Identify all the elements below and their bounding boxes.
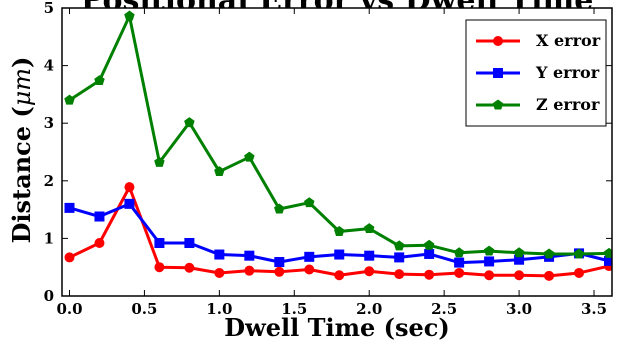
data-point-y-error xyxy=(604,255,612,266)
y-axis-label: Distance (μm) xyxy=(7,57,36,244)
legend-label: Z error xyxy=(536,95,600,114)
y-tick-label: 0 xyxy=(44,287,54,305)
data-point-z-error xyxy=(184,117,195,128)
data-point-y-error xyxy=(184,238,195,249)
data-point-x-error xyxy=(154,262,165,273)
data-point-y-error xyxy=(154,238,165,249)
data-point-z-error xyxy=(393,240,405,251)
data-point-x-error xyxy=(94,238,105,249)
data-point-z-error xyxy=(334,225,345,236)
y-tick-label: 4 xyxy=(44,57,54,75)
data-point-z-error xyxy=(513,247,525,258)
series-z-error xyxy=(64,10,612,259)
y-axis-label-unit: μm xyxy=(8,68,36,106)
data-point-z-error xyxy=(573,248,585,259)
data-point-y-error xyxy=(94,211,105,222)
data-point-z-error xyxy=(483,245,495,256)
x-tick-label: 1.5 xyxy=(281,300,307,318)
data-point-z-error xyxy=(214,166,225,177)
y-tick-label: 5 xyxy=(44,0,54,17)
legend-item-z-error: Z error xyxy=(476,95,600,114)
data-point-x-error xyxy=(394,269,405,280)
data-point-z-error xyxy=(64,94,75,105)
legend-label: X error xyxy=(536,31,601,50)
data-point-x-error xyxy=(214,267,225,278)
data-point-z-error xyxy=(154,156,165,167)
y-axis-label-close: ) xyxy=(7,57,36,68)
legend-swatch-marker xyxy=(493,68,503,78)
x-axis-label: Dwell Time (sec) xyxy=(224,313,449,342)
x-tick-label: 0.5 xyxy=(131,300,157,318)
data-point-z-error xyxy=(363,223,375,234)
x-tick-label: 3.5 xyxy=(581,300,607,318)
legend-swatch-marker xyxy=(493,36,503,46)
series-y-error xyxy=(64,198,612,268)
data-point-y-error xyxy=(304,251,315,262)
data-point-x-error xyxy=(424,269,435,280)
series-x-error xyxy=(64,182,612,281)
data-point-x-error xyxy=(184,262,195,273)
data-point-x-error xyxy=(484,270,495,281)
data-point-x-error xyxy=(304,264,315,275)
x-tick-label: 2.5 xyxy=(431,300,457,318)
plot-frame xyxy=(61,7,613,297)
data-point-y-error xyxy=(424,248,435,259)
data-point-y-error xyxy=(454,257,465,268)
data-point-y-error xyxy=(214,249,225,260)
data-point-z-error xyxy=(304,197,315,208)
data-point-x-error xyxy=(364,266,375,277)
data-point-z-error xyxy=(423,239,435,250)
data-point-y-error xyxy=(334,249,345,260)
legend-swatch-marker xyxy=(492,99,504,110)
data-point-x-error xyxy=(544,270,555,281)
data-point-y-error xyxy=(514,254,525,265)
data-point-x-error xyxy=(124,182,135,193)
data-point-z-error xyxy=(453,247,465,258)
data-point-y-error xyxy=(124,198,135,209)
data-point-y-error xyxy=(244,250,255,261)
data-point-x-error xyxy=(244,265,255,276)
legend-label: Y error xyxy=(535,63,600,82)
data-point-y-error xyxy=(484,256,495,267)
data-point-x-error xyxy=(334,270,345,281)
data-point-x-error xyxy=(514,270,525,281)
data-point-y-error xyxy=(364,250,375,261)
data-point-x-error xyxy=(454,267,465,278)
x-tick-label: 3.0 xyxy=(506,300,532,318)
x-tick-label: 0.0 xyxy=(56,300,82,318)
y-tick-label: 2 xyxy=(44,172,54,190)
legend-item-y-error: Y error xyxy=(476,63,600,82)
data-point-y-error xyxy=(64,202,75,213)
x-tick-label: 1.0 xyxy=(206,300,232,318)
y-axis-label-main: Distance ( xyxy=(7,106,36,243)
x-tick-label: 2.0 xyxy=(356,300,382,318)
data-point-z-error xyxy=(274,203,285,214)
legend: X error Y error Z error xyxy=(465,19,607,127)
data-point-x-error xyxy=(274,266,285,277)
data-point-x-error xyxy=(574,267,585,278)
data-point-x-error xyxy=(64,252,75,263)
data-point-z-error xyxy=(543,248,555,259)
data-point-y-error xyxy=(274,257,285,268)
data-point-z-error xyxy=(94,75,105,86)
data-point-z-error xyxy=(124,10,135,21)
data-point-z-error xyxy=(244,151,255,162)
data-point-y-error xyxy=(394,252,405,263)
y-tick-label: 3 xyxy=(44,114,54,132)
data-point-z-error xyxy=(603,247,612,258)
legend-item-x-error: X error xyxy=(476,31,601,50)
y-tick-label: 1 xyxy=(44,229,54,247)
